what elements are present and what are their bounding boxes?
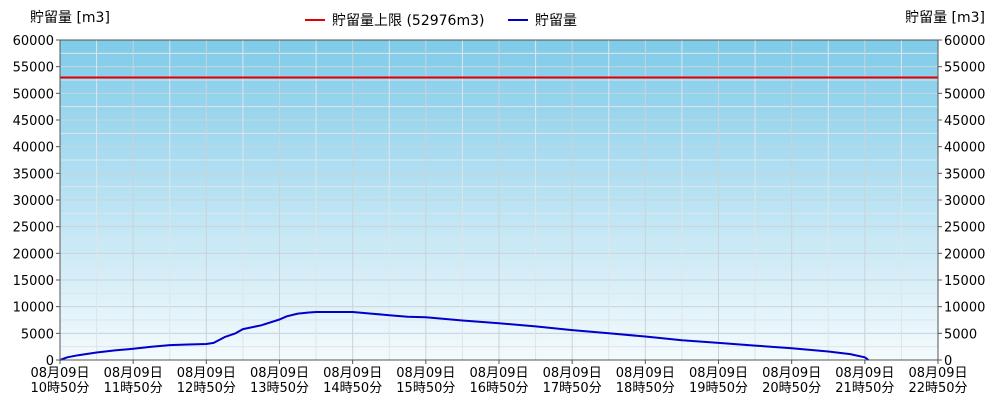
y-tick-label-right: 15000 [944,274,985,289]
x-axis: 08月09日 10時50分 08月09日 11時50分 08月09日 12時50分 08月0… [30,360,968,396]
y-tick-label-left: 25000 [13,221,54,236]
x-tick-label: 08月09日 10時50分 [30,366,89,396]
grid-lines [59,39,939,361]
y-tick-label-left: 15000 [13,274,54,289]
y-tick-label-right: 20000 [944,247,985,262]
y-tick-label-right: 10000 [944,301,985,316]
y-tick-label-right: 55000 [944,61,985,76]
y-axis-left: 0 5000 10000 15000 20000 25000 30000 35000 40000… [13,34,60,369]
series-layer [59,311,870,361]
legend: 貯留量上限 (52976m3) 貯留量 [305,13,577,29]
series-line-storage [59,311,870,361]
x-tick-label: 08月09日 19時50分 [689,366,748,396]
x-tick-label: 08月09日 22時50分 [908,366,967,396]
y-tick-label-left: 60000 [13,34,54,49]
y-tick-label-right: 5000 [944,327,977,342]
y-tick-label-left: 30000 [13,194,54,209]
y-tick-label-left: 40000 [13,141,54,156]
x-tick-label: 08月09日 15時50分 [396,366,455,396]
y-tick-label-right: 45000 [944,114,985,129]
x-tick-label: 08月09日 16時50分 [469,366,528,396]
y-tick-label-right: 35000 [944,167,985,182]
x-tick-label: 08月09日 12時50分 [177,366,236,396]
x-tick-label: 08月09日 20時50分 [762,366,821,396]
y-tick-label-right: 50000 [944,87,985,102]
y-tick-label-right: 0 [944,354,952,369]
y-tick-label-left: 5000 [21,327,54,342]
x-tick-label: 08月09日 21時50分 [835,366,894,396]
y-tick-label-left: 45000 [13,114,54,129]
y-tick-label-right: 25000 [944,221,985,236]
y-axis-title-right: 貯留量 [m3] [905,10,985,26]
y-tick-label-right: 60000 [944,34,985,49]
y-tick-label-right: 30000 [944,194,985,209]
y-tick-label-left: 20000 [13,247,54,262]
x-tick-label: 08月09日 11時50分 [104,366,163,396]
y-tick-label-left: 0 [46,354,54,369]
y-tick-label-right: 40000 [944,141,985,156]
y-axis-title-left: 貯留量 [m3] [30,10,110,26]
legend-limit-label: 貯留量上限 (52976m3) [332,13,484,29]
x-tick-label: 08月09日 14時50分 [323,366,382,396]
y-tick-label-left: 50000 [13,87,54,102]
y-tick-label-left: 55000 [13,61,54,76]
x-tick-label: 08月09日 18時50分 [616,366,675,396]
y-tick-label-left: 10000 [13,301,54,316]
y-axis-right: 0 5000 10000 15000 20000 25000 30000 35000 40000… [938,34,985,369]
x-tick-label: 08月09日 17時50分 [543,366,602,396]
legend-series-label: 貯留量 [535,13,577,29]
x-tick-label: 08月09日 13時50分 [250,366,309,396]
y-tick-label-left: 35000 [13,167,54,182]
